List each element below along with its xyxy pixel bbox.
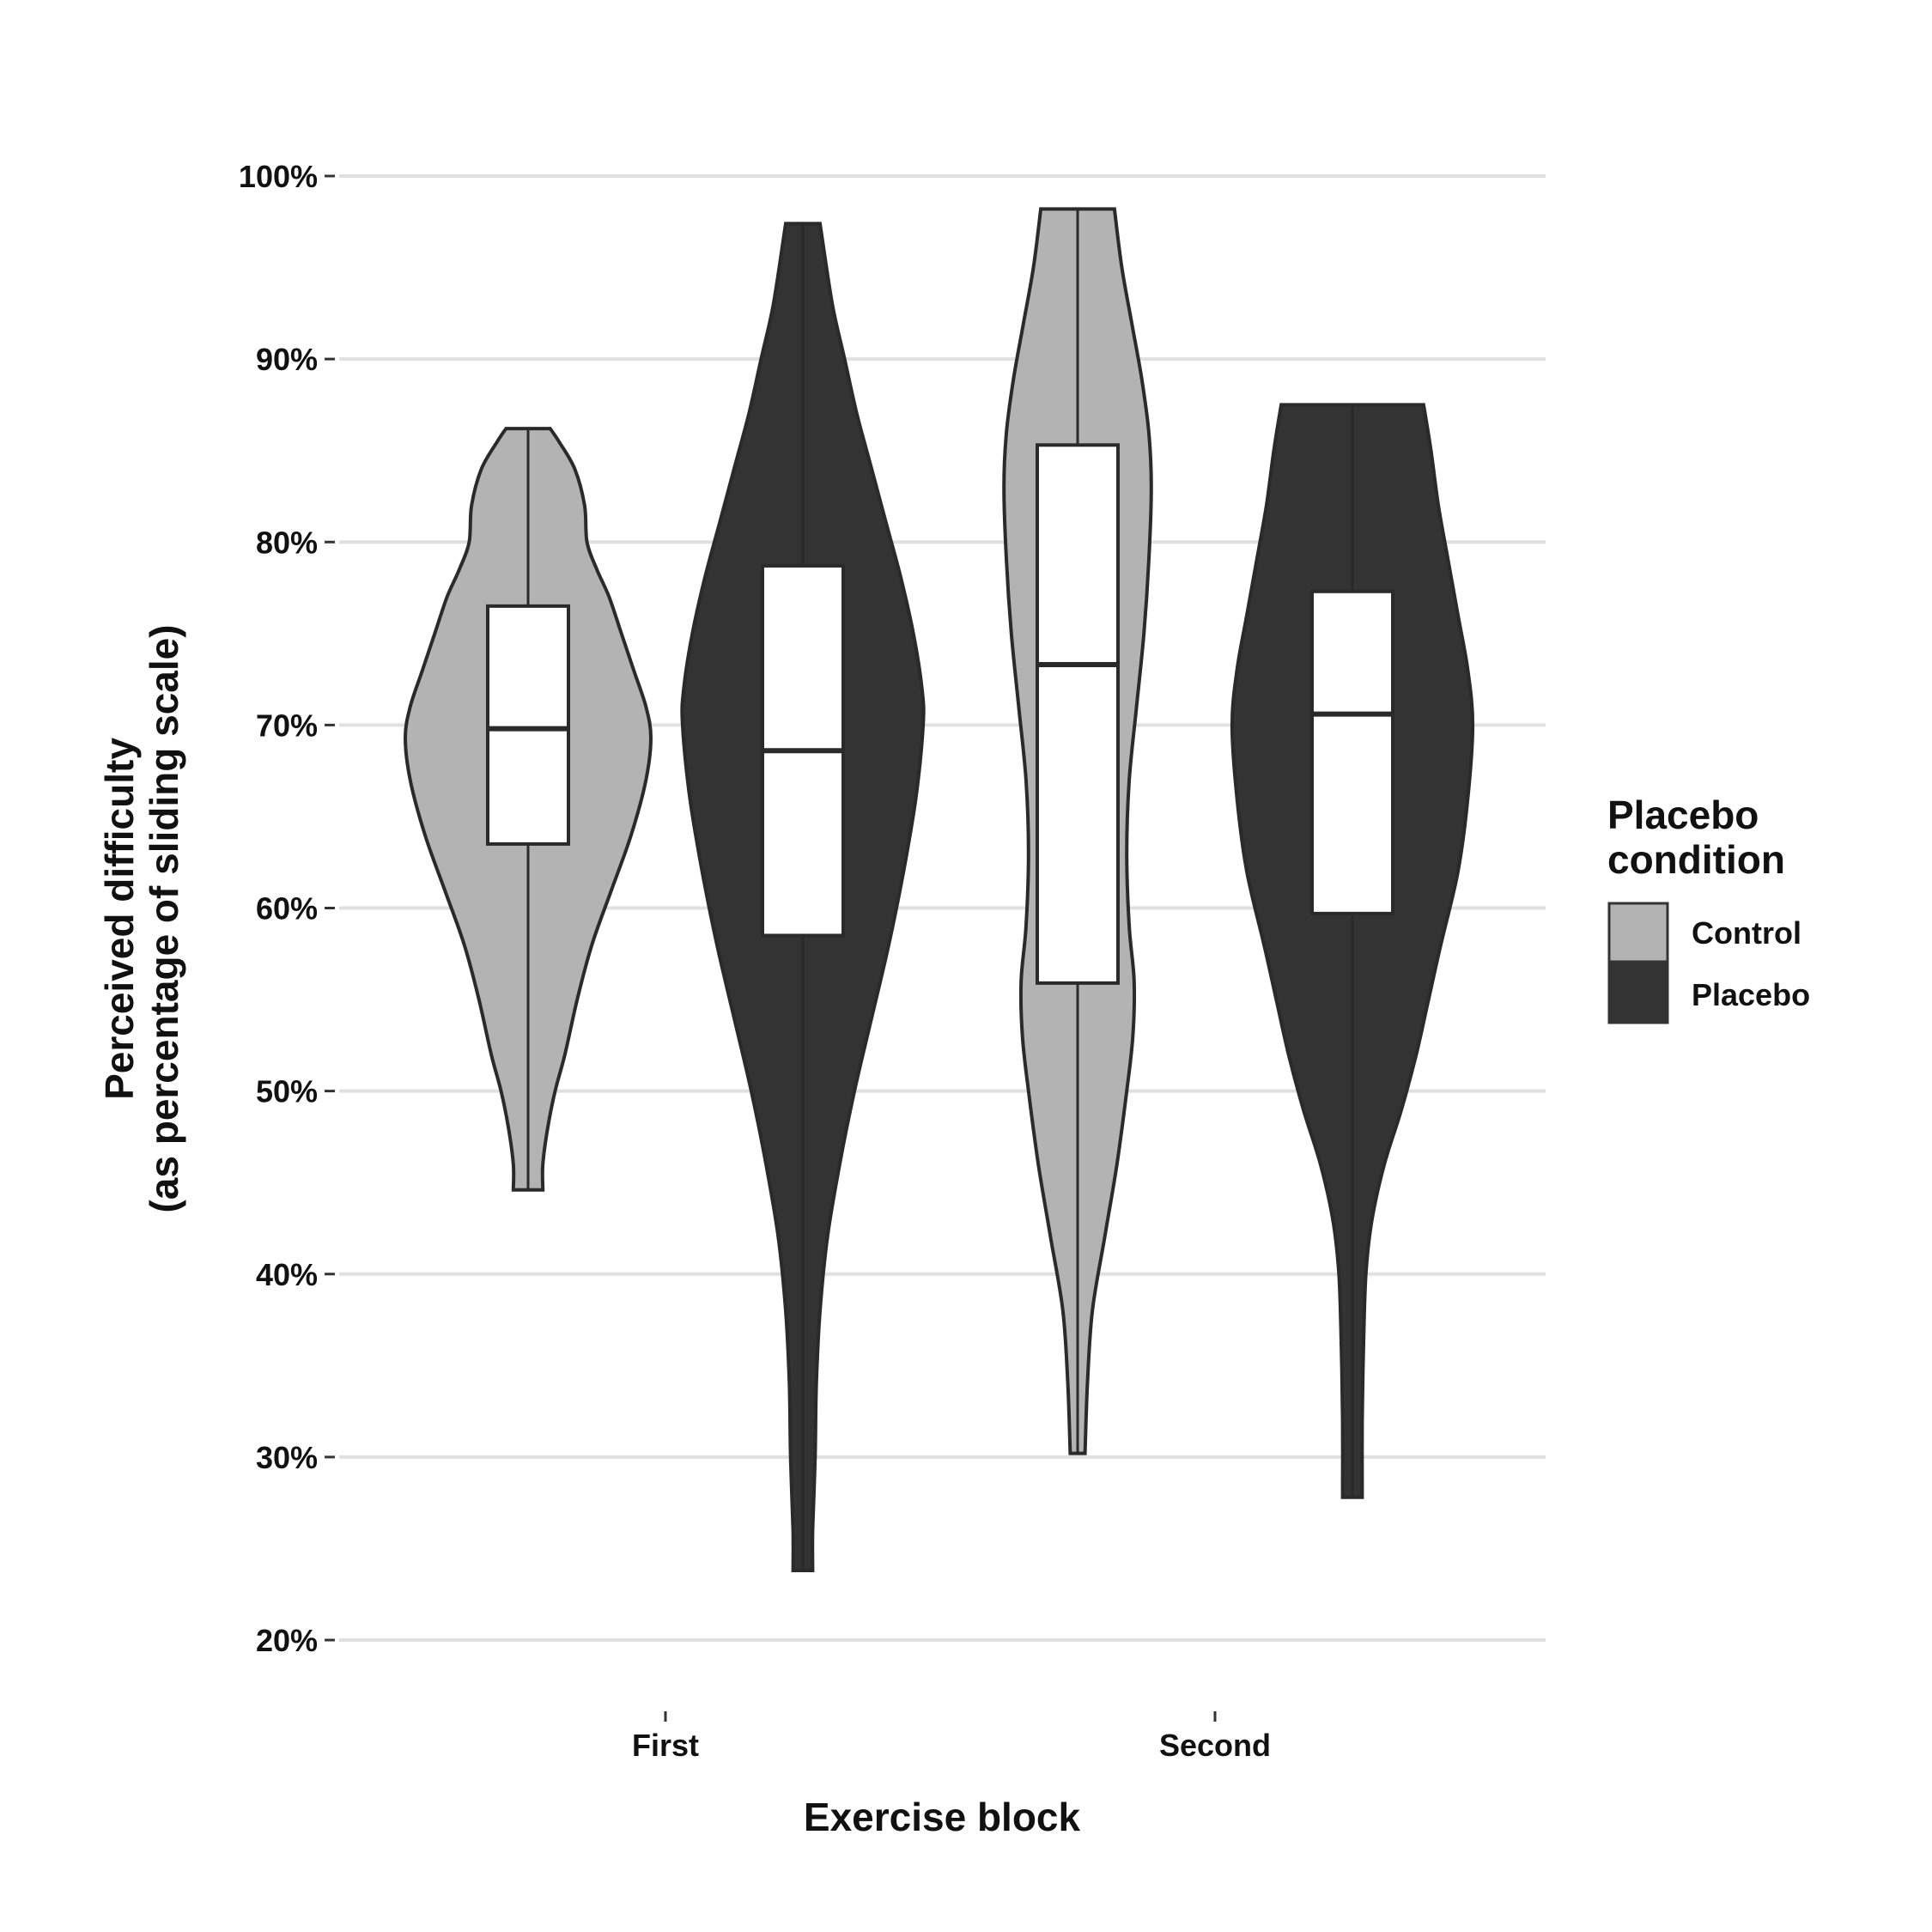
y-tick-label: 40% (256, 1257, 318, 1292)
legend: Placebo condition Control Placebo (1607, 793, 1810, 1024)
legend-key-placebo (1607, 963, 1669, 1024)
violin-placebo-second (1230, 403, 1475, 1499)
y-tick-label: 60% (256, 891, 318, 927)
legend-title-line-2: condition (1607, 837, 1785, 882)
violin-placebo-first (680, 222, 926, 1572)
y-tick-label: 70% (256, 708, 318, 743)
y-axis-title-line-1: Perceived difficulty (97, 738, 142, 1100)
violin-control-first (403, 427, 653, 1192)
y-tick-label: 20% (256, 1623, 318, 1658)
legend-label-placebo: Placebo (1692, 977, 1810, 1012)
y-tick-label: 50% (256, 1074, 318, 1109)
legend-key-control (1607, 902, 1669, 963)
x-tick-label: Second (1159, 1728, 1271, 1763)
y-tick-label: 90% (256, 342, 318, 377)
box (1310, 589, 1394, 915)
axis-layer: 20% 30% 40% 50% 60% 70% 80% 90% 100% First Second (239, 159, 1271, 1763)
box (1036, 443, 1120, 985)
violin-control-second (1002, 207, 1153, 1455)
y-tick-label: 30% (256, 1440, 318, 1475)
legend-label-control: Control (1692, 915, 1801, 951)
violin-layer (403, 207, 1475, 1572)
x-axis-title: Exercise block (804, 1795, 1081, 1839)
y-tick-label: 80% (256, 525, 318, 560)
y-axis-title-line-2: (as percentage of sliding scale) (142, 624, 186, 1212)
box (486, 604, 570, 846)
y-axis-title: Perceived difficulty (as percentage of s… (97, 624, 186, 1212)
legend-title-line-1: Placebo (1607, 793, 1759, 837)
y-tick-label: 100% (239, 159, 318, 194)
x-tick-label: First (632, 1728, 699, 1763)
